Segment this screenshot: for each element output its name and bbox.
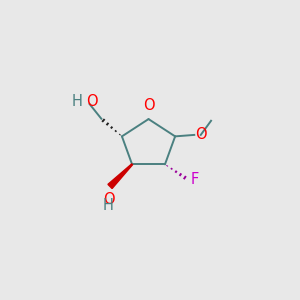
Text: O: O [143,98,154,112]
Text: O: O [195,128,207,142]
Text: O: O [87,94,98,109]
Text: O: O [103,192,114,207]
Text: F: F [190,172,199,187]
Text: H: H [71,94,82,109]
Text: H: H [103,198,114,213]
Polygon shape [108,164,133,188]
